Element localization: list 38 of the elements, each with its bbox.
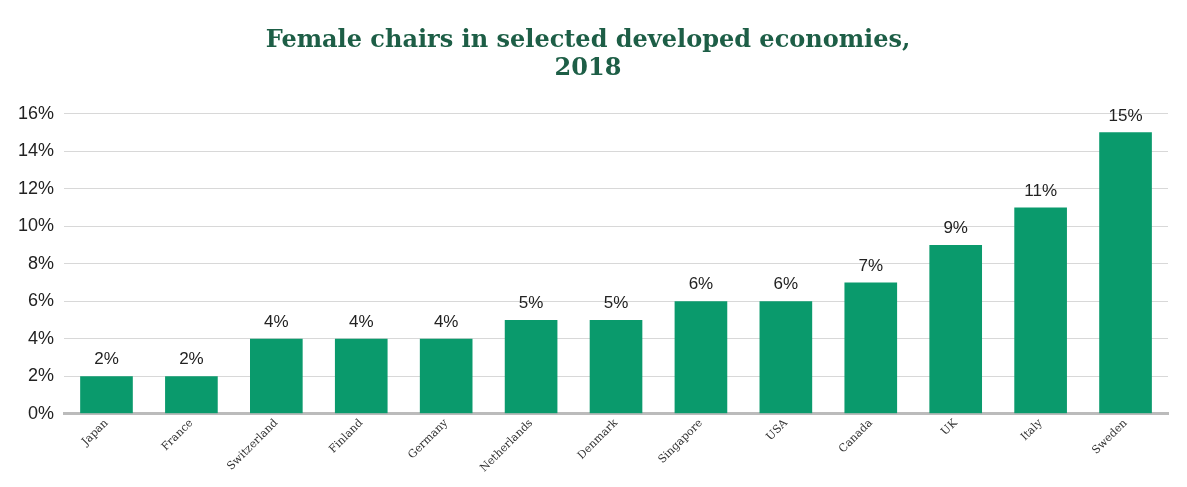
- data-label: 11%: [1024, 180, 1057, 200]
- bar: [419, 338, 473, 414]
- data-label: 4%: [264, 311, 289, 331]
- x-tick-label: UK: [938, 415, 961, 438]
- y-tick-label: 4%: [28, 327, 55, 348]
- y-tick-label: 2%: [28, 365, 55, 386]
- y-tick-label: 14%: [18, 140, 55, 161]
- data-label: 6%: [773, 274, 799, 294]
- bar: [759, 301, 813, 414]
- data-label: 6%: [688, 274, 714, 294]
- data-label: 7%: [858, 255, 884, 275]
- bar: [589, 319, 643, 414]
- data-label: 2%: [94, 349, 119, 369]
- data-label: 9%: [943, 218, 968, 238]
- bar: [929, 244, 983, 414]
- bar: [165, 376, 218, 414]
- y-tick-label: 12%: [18, 177, 55, 198]
- data-label: 4%: [433, 311, 459, 331]
- bar: [844, 282, 898, 414]
- data-label: 5%: [603, 293, 629, 313]
- text: 2018: [554, 52, 622, 82]
- data-label: 4%: [348, 311, 374, 331]
- bar: [1014, 207, 1067, 414]
- bar: [334, 338, 388, 414]
- bar: [504, 319, 558, 414]
- bar: [674, 301, 728, 414]
- y-tick-label: 6%: [28, 290, 55, 311]
- data-label: 5%: [518, 293, 544, 313]
- y-tick-label: 8%: [28, 252, 55, 273]
- data-label: 2%: [179, 349, 204, 369]
- text: Female chairs in selected developed economies,: [265, 23, 911, 53]
- y-tick-label: 16%: [18, 102, 55, 123]
- y-tick-label: 10%: [18, 215, 55, 236]
- data-label: 15%: [1108, 105, 1143, 125]
- bar: [80, 376, 133, 414]
- y-tick-label: 0%: [28, 402, 55, 423]
- bar: [1099, 132, 1152, 414]
- bar: [250, 338, 303, 414]
